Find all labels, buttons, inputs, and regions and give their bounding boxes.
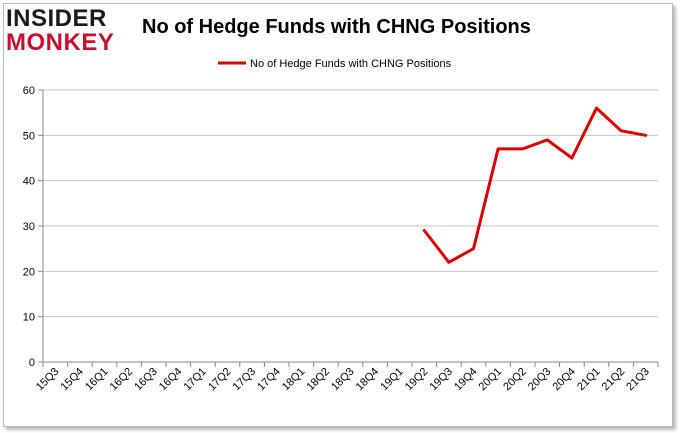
x-tick-label-20Q1: 20Q1 bbox=[477, 366, 505, 394]
logo-line-monkey: MONKEY bbox=[6, 29, 115, 56]
x-tick-label-20Q4: 20Q4 bbox=[550, 366, 578, 394]
x-tick-label-20Q3: 20Q3 bbox=[526, 366, 554, 394]
chart-title: No of Hedge Funds with CHNG Positions bbox=[142, 16, 531, 38]
x-tick-label-19Q4: 19Q4 bbox=[452, 366, 480, 394]
x-tick-label-18Q1: 18Q1 bbox=[280, 366, 308, 394]
x-tick-label-16Q2: 16Q2 bbox=[108, 366, 136, 394]
x-tick-label-17Q2: 17Q2 bbox=[206, 366, 234, 394]
y-tick-label-50: 50 bbox=[23, 130, 35, 142]
x-tick-label-17Q1: 17Q1 bbox=[181, 366, 209, 394]
x-tick-label-17Q3: 17Q3 bbox=[231, 366, 259, 394]
series-lines bbox=[422, 106, 648, 264]
y-tick-labels: 0 10 20 30 40 50 60 bbox=[23, 85, 43, 369]
x-tick-label-19Q3: 19Q3 bbox=[427, 366, 455, 394]
x-tick-label-21Q2: 21Q2 bbox=[600, 366, 628, 394]
x-tick-label-20Q2: 20Q2 bbox=[501, 366, 529, 394]
x-tick-labels: 15Q315Q416Q116Q216Q316Q417Q117Q217Q317Q4… bbox=[34, 362, 659, 394]
x-tick-label-19Q2: 19Q2 bbox=[403, 366, 431, 394]
y-tick-label-30: 30 bbox=[23, 221, 35, 233]
x-tick-label-21Q1: 21Q1 bbox=[575, 366, 603, 394]
insider-monkey-logo: INSIDER MONKEY bbox=[6, 7, 128, 57]
gridlines bbox=[43, 89, 658, 318]
y-tick-label-60: 60 bbox=[23, 85, 35, 97]
x-tick-label-15Q3: 15Q3 bbox=[34, 366, 62, 394]
y-tick-label-0: 0 bbox=[29, 357, 35, 369]
x-tick-label-18Q4: 18Q4 bbox=[354, 366, 382, 394]
x-tick-label-16Q1: 16Q1 bbox=[83, 366, 111, 394]
logo-line-insider: INSIDER bbox=[6, 5, 107, 32]
x-tick-label-18Q2: 18Q2 bbox=[304, 366, 332, 394]
y-tick-label-40: 40 bbox=[23, 176, 35, 188]
x-tick-label-17Q4: 17Q4 bbox=[255, 366, 283, 394]
legend: No of Hedge Funds with CHNG Positions bbox=[218, 58, 452, 70]
x-tick-label-21Q3: 21Q3 bbox=[624, 366, 652, 394]
x-tick-label-16Q3: 16Q3 bbox=[132, 366, 160, 394]
y-tick-label-20: 20 bbox=[23, 266, 35, 278]
legend-label: No of Hedge Funds with CHNG Positions bbox=[250, 58, 452, 70]
x-tick-label-16Q4: 16Q4 bbox=[157, 366, 185, 394]
y-tick-label-10: 10 bbox=[23, 312, 35, 324]
x-tick-label-19Q1: 19Q1 bbox=[378, 366, 406, 394]
x-tick-label-15Q4: 15Q4 bbox=[58, 366, 86, 394]
x-tick-label-18Q3: 18Q3 bbox=[329, 366, 357, 394]
series-line-0 bbox=[422, 106, 648, 264]
chart-frame bbox=[3, 3, 673, 427]
